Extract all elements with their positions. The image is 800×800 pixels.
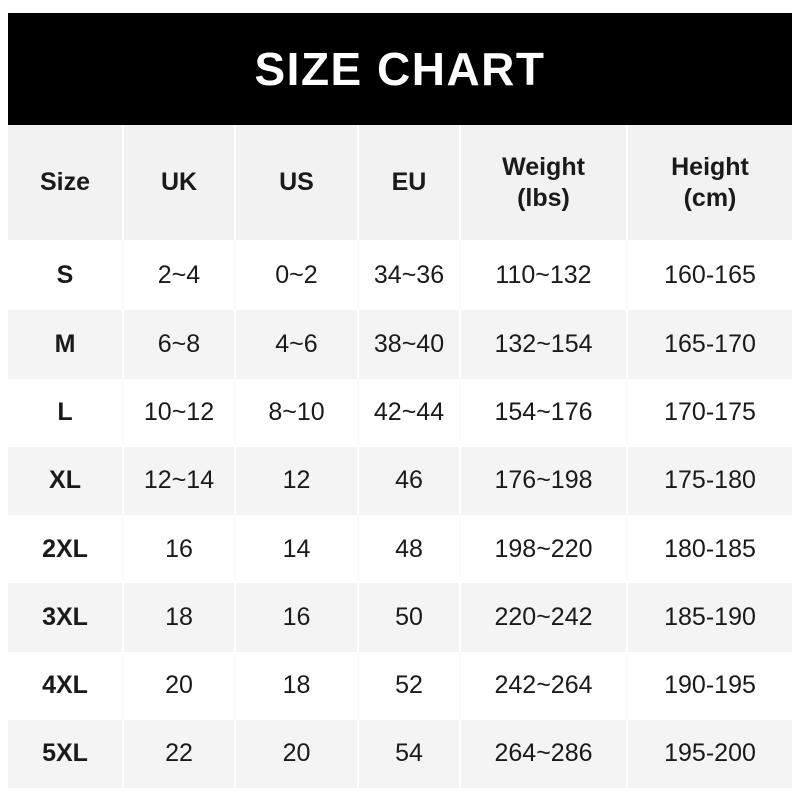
table-row: 5XL 22 20 54 264~286 195-200 [8, 720, 792, 789]
cell-size: XL [8, 446, 124, 516]
cell-eu: 50 [358, 583, 461, 652]
table-row: 3XL 18 16 50 220~242 185-190 [8, 583, 792, 652]
column-header-height-line1: Height [671, 153, 749, 181]
cell-uk: 18 [123, 583, 236, 652]
cell-eu: 48 [358, 515, 461, 584]
cell-size: M [8, 310, 124, 379]
column-header-size: Size [8, 125, 124, 242]
cell-size: L [8, 378, 124, 447]
table-header-row: Size UK US EU Weight (lbs) Height (cm) [8, 125, 792, 242]
cell-weight: 132~154 [460, 310, 628, 379]
cell-weight: 220~242 [460, 583, 628, 652]
table-row: 2XL 16 14 48 198~220 180-185 [8, 515, 792, 584]
cell-us: 4~6 [235, 310, 359, 379]
size-chart-table: Size UK US EU Weight (lbs) Height (cm) S… [8, 125, 792, 789]
cell-weight: 154~176 [460, 378, 628, 447]
cell-height: 165-170 [627, 310, 792, 379]
table-row: M 6~8 4~6 38~40 132~154 165-170 [8, 310, 792, 379]
cell-us: 18 [235, 651, 359, 721]
cell-uk: 10~12 [123, 378, 236, 447]
cell-eu: 54 [358, 720, 461, 789]
cell-uk: 20 [123, 651, 236, 721]
cell-weight: 110~132 [460, 241, 628, 311]
cell-size: 2XL [8, 515, 124, 584]
cell-us: 14 [235, 515, 359, 584]
cell-us: 20 [235, 720, 359, 789]
table-row: L 10~12 8~10 42~44 154~176 170-175 [8, 378, 792, 447]
cell-eu: 46 [358, 446, 461, 516]
column-header-uk: UK [123, 125, 236, 242]
cell-size: 5XL [8, 720, 124, 789]
cell-height: 185-190 [627, 583, 792, 652]
cell-height: 190-195 [627, 651, 792, 721]
column-header-weight: Weight (lbs) [460, 125, 628, 242]
cell-eu: 42~44 [358, 378, 461, 447]
cell-us: 0~2 [235, 241, 359, 311]
cell-us: 16 [235, 583, 359, 652]
column-header-height: Height (cm) [627, 125, 792, 242]
size-chart-card: SIZE CHART Size UK US EU Weight (lbs) He… [8, 13, 792, 789]
cell-size: 4XL [8, 651, 124, 721]
cell-size: S [8, 241, 124, 311]
cell-uk: 6~8 [123, 310, 236, 379]
title-banner: SIZE CHART [8, 13, 792, 125]
cell-uk: 22 [123, 720, 236, 789]
table-body: S 2~4 0~2 34~36 110~132 160-165 M 6~8 4~6 38~40 13… [8, 241, 792, 789]
column-header-us: US [235, 125, 359, 242]
cell-us: 8~10 [235, 378, 359, 447]
page-title: SIZE CHART [254, 43, 546, 95]
cell-eu: 52 [358, 651, 461, 721]
cell-uk: 12~14 [123, 446, 236, 516]
cell-height: 180-185 [627, 515, 792, 584]
table-row: XL 12~14 12 46 176~198 175-180 [8, 446, 792, 516]
table-row: S 2~4 0~2 34~36 110~132 160-165 [8, 241, 792, 311]
table-row: 4XL 20 18 52 242~264 190-195 [8, 651, 792, 721]
cell-height: 175-180 [627, 446, 792, 516]
cell-height: 170-175 [627, 378, 792, 447]
cell-weight: 242~264 [460, 651, 628, 721]
cell-weight: 176~198 [460, 446, 628, 516]
cell-uk: 2~4 [123, 241, 236, 311]
column-header-height-line2: (cm) [683, 183, 737, 212]
cell-weight: 264~286 [460, 720, 628, 789]
cell-weight: 198~220 [460, 515, 628, 584]
cell-size: 3XL [8, 583, 124, 652]
cell-height: 195-200 [627, 720, 792, 789]
cell-us: 12 [235, 446, 359, 516]
column-header-weight-line2: (lbs) [517, 183, 570, 212]
cell-eu: 38~40 [358, 310, 461, 379]
cell-uk: 16 [123, 515, 236, 584]
column-header-eu: EU [358, 125, 461, 242]
cell-eu: 34~36 [358, 241, 461, 311]
column-header-weight-line1: Weight [502, 153, 585, 181]
cell-height: 160-165 [627, 241, 792, 311]
